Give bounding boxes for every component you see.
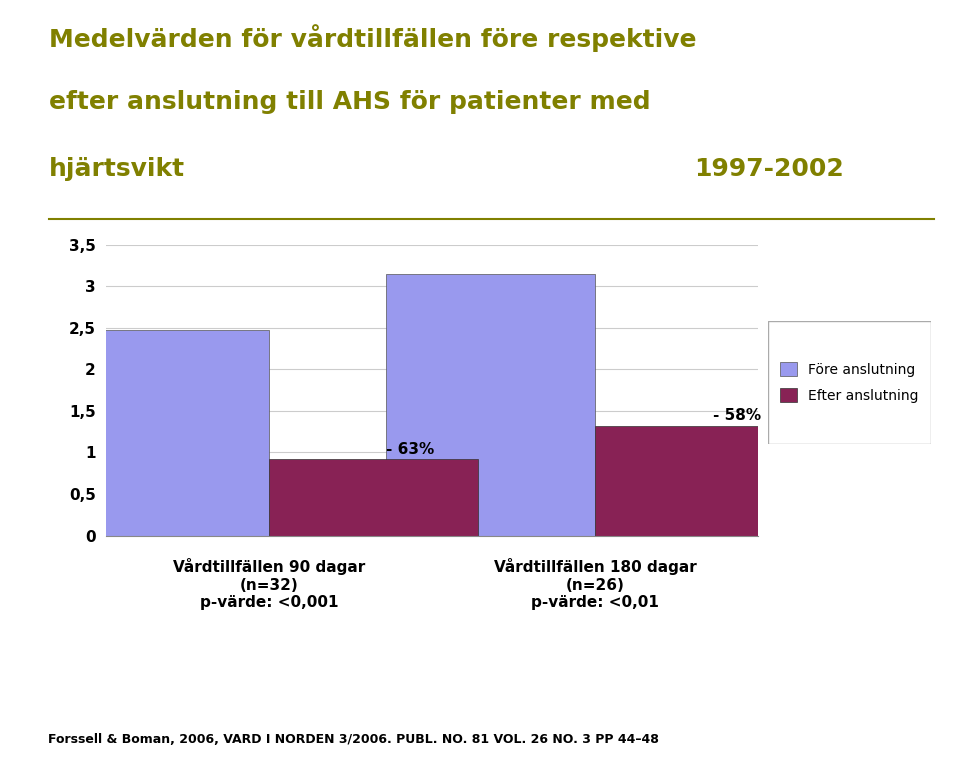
Bar <box>269 459 478 536</box>
Bar <box>60 330 269 536</box>
Legend: Före anslutning, Efter anslutning: Före anslutning, Efter anslutning <box>775 356 924 409</box>
Text: Vårdtillfällen 90 dagar
(n=32)
p-värde: <0,001: Vårdtillfällen 90 dagar (n=32) p-värde: … <box>173 558 365 610</box>
Text: Medelvärden för vårdtillfällen före respektive: Medelvärden för vårdtillfällen före resp… <box>49 24 697 52</box>
Text: - 58%: - 58% <box>712 409 761 423</box>
Text: efter anslutning till AHS för patienter med: efter anslutning till AHS för patienter … <box>49 90 651 114</box>
Text: Vårdtillfällen 180 dagar
(n=26)
p-värde: <0,01: Vårdtillfällen 180 dagar (n=26) p-värde:… <box>493 558 697 610</box>
Text: 1997-2002: 1997-2002 <box>694 157 844 181</box>
Text: Forssell & Boman, 2006, VARD I NORDEN 3/2006. PUBL. NO. 81 VOL. 26 NO. 3 PP 44–4: Forssell & Boman, 2006, VARD I NORDEN 3/… <box>48 733 659 746</box>
Text: - 63%: - 63% <box>386 441 435 457</box>
Text: hjärtsvikt: hjärtsvikt <box>49 157 185 181</box>
Bar <box>595 426 804 536</box>
Bar <box>386 274 595 536</box>
